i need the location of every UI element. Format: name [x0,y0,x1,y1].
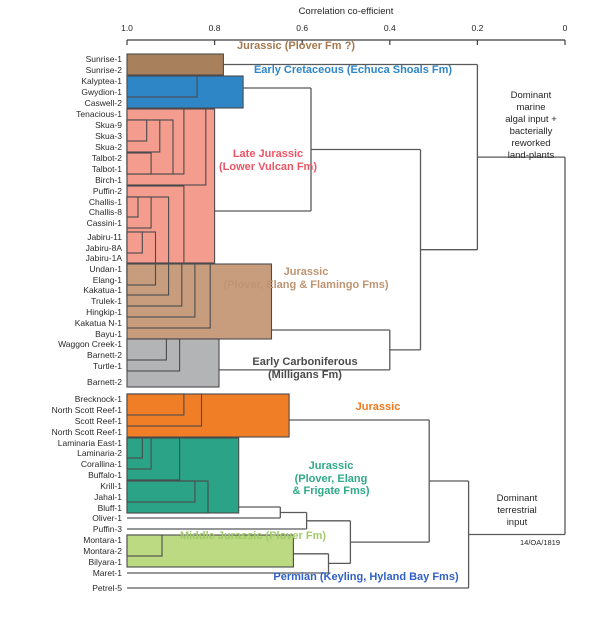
well-name-label: Tenacious-1 [76,109,122,119]
well-name-label: Brecknock-1 [74,394,122,404]
axis-tick-label: 0.4 [383,23,396,33]
axis-tick-label: 0.2 [471,23,484,33]
cluster-label: Jurassic (Plover, Elang & Frigate Fms) [292,460,370,497]
terrestrial-input-note: Dominant terrestrial input [496,493,538,528]
well-name-label: Montara-1 [83,535,122,545]
well-name-label: Jahal-1 [94,492,122,502]
well-name-label: Undan-1 [89,264,122,274]
axis-tick-label: 0.8 [208,23,221,33]
well-name-label: Scott Reef-1 [74,416,122,426]
figure-id: 14/OA/1819 [519,538,561,547]
axis-title: Correlation co-efficient [298,6,394,17]
cluster-label: Permian (Keyling, Hyland Bay Fms) [273,571,459,583]
well-name-label: Skua-9 [95,120,122,130]
well-name-label: Oliver-1 [92,513,122,523]
well-name-label: Montara-2 [83,546,122,556]
cluster-label: Early Carboniferous (Milligans Fm) [252,356,358,381]
axis-tick-label: 1.0 [121,23,133,33]
well-name-label: Challis-8 [88,207,122,217]
well-name-label: Bluff-1 [97,503,122,513]
well-name-label: Caswell-2 [84,98,122,108]
well-name-label: Barnett-2 [87,377,122,387]
well-name-label: Skua-3 [95,131,122,141]
well-name-label: Bilyara-1 [88,557,122,567]
cluster-label: Middle Jurassic (Plover Fm) [179,530,327,542]
well-name-label: Laminaria East-1 [57,438,122,448]
well-name-label: Challis-1 [88,197,122,207]
well-name-label: Trulek-1 [91,296,122,306]
well-name-label: North Scott Reef-1 [51,427,122,437]
well-name-label: Sunrise-2 [85,65,122,75]
well-name-label: Krill-1 [100,481,122,491]
well-name-label: Birch-1 [95,175,122,185]
well-name-label: North Scott Reef-1 [51,405,122,415]
well-name-label: Talbot-2 [91,153,122,163]
well-name-label: Elang-1 [92,275,122,285]
well-name-label: Jabiru-8A [85,243,122,253]
cluster-label: Early Cretaceous (Echuca Shoals Fm) [253,64,453,76]
well-name-label: Bayu-1 [95,329,122,339]
well-name-label: Kalyptea-1 [81,76,122,86]
well-name-label: Jabiru-1A [85,253,122,263]
well-name-label: Puffin-2 [92,186,122,196]
well-name-label: Barnett-2 [87,350,122,360]
marine-input-note: Dominant marine algal input + bacteriall… [505,90,557,161]
well-name-label: Turtle-1 [93,361,122,371]
well-name-label: Jabiru-11 [87,232,122,242]
well-name-label: Cassini-1 [86,218,122,228]
well-name-label: Kakatua-1 [83,285,122,295]
well-name-label: Waggon Creek-1 [58,339,122,349]
cluster-label: Jurassic (Plover Fm ?) [237,40,355,52]
well-name-label: Buffalo-1 [88,470,122,480]
well-name-label: Corallina-1 [80,459,122,469]
well-name-label: Hingkip-1 [86,307,122,317]
well-name-label: Sunrise-1 [85,54,122,64]
well-name-label: Gwydion-1 [81,87,122,97]
well-name-label: Maret-1 [92,568,122,578]
well-name-label: Kakatua N-1 [74,318,122,328]
well-name-label: Talbot-1 [91,164,122,174]
well-name-label: Laminaria-2 [77,448,122,458]
well-name-label: Skua-2 [95,142,122,152]
cluster-label: Late Jurassic (Lower Vulcan Fm) [219,148,317,173]
well-name-label: Petrel-5 [92,583,122,593]
axis-tick-label: 0.6 [296,23,309,33]
cluster-label: Jurassic (Plover, Elang & Flamingo Fms) [223,266,389,291]
cluster-label: Jurassic [355,401,401,413]
axis-tick-label: 0 [562,23,568,33]
well-name-label: Puffin-3 [92,524,122,534]
